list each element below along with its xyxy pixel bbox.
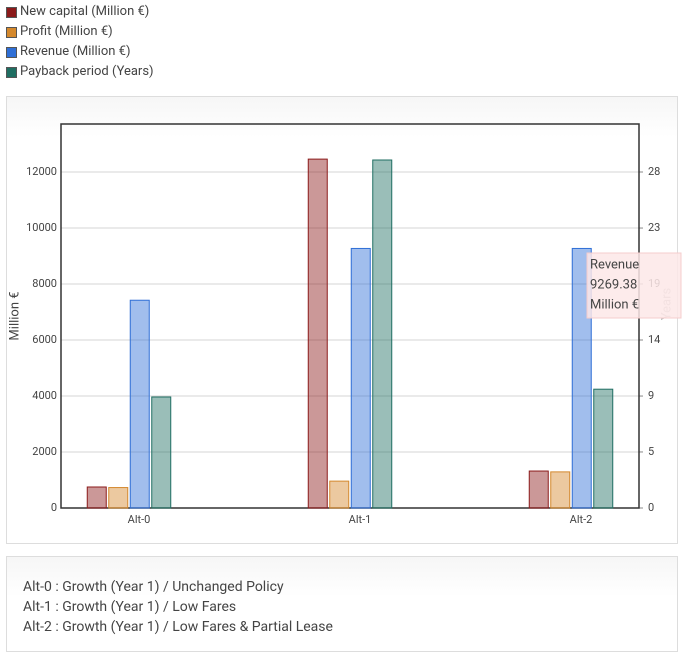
y2-tick-label: 28 [648,165,660,178]
legend-item: Profit (Million €) [6,22,154,42]
y-tick-label: 2000 [32,445,57,458]
y-tick-label: 8000 [32,277,57,290]
bar [350,247,371,509]
y-tick-label: 0 [51,501,57,514]
tooltip-label: Revenue [590,257,639,272]
x-tick-label: Alt-1 [349,513,372,526]
legend-item: New capital (Million €) [6,2,154,22]
notes: Alt-0 : Growth (Year 1) / Unchanged Poli… [6,556,678,652]
x-tick-label: Alt-2 [570,513,593,526]
legend: New capital (Million €) Profit (Million €… [6,2,154,82]
tooltip-value: 9269.38 [590,277,637,292]
y2-tick-label: 23 [648,221,660,234]
bar [528,470,549,509]
bar [151,396,172,509]
bar [307,158,328,509]
legend-swatch [6,46,17,58]
bar [129,299,150,509]
bar [550,471,571,509]
chart-panel [6,96,678,544]
y-tick-label: 12000 [26,165,57,178]
tooltip-unit: Million € [590,297,639,312]
legend-swatch [6,66,17,78]
bar [372,159,393,509]
y2-tick-label: 0 [648,501,654,514]
y-axis-label: Million € [7,291,22,340]
legend-label: Profit (Million €) [20,24,113,39]
bar [329,480,350,509]
y2-tick-label: 14 [648,333,660,346]
bar [86,486,107,509]
note-line: Alt-1 : Growth (Year 1) / Low Fares [23,599,237,615]
legend-label: Payback period (Years) [20,64,154,79]
y-tick-label: 10000 [26,221,57,234]
x-tick-label: Alt-0 [128,513,151,526]
y2-tick-label: 9 [648,389,654,402]
note-line: Alt-2 : Growth (Year 1) / Low Fares & Pa… [23,619,333,635]
legend-swatch [6,26,17,38]
bar [108,487,129,509]
legend-label: Revenue (Million €) [20,44,131,59]
y-tick-label: 4000 [32,389,57,402]
tooltip-box [586,252,682,319]
note-line: Alt-0 : Growth (Year 1) / Unchanged Poli… [23,579,284,595]
bar [593,388,614,509]
y2-tick-label: 5 [648,445,654,458]
legend-item: Revenue (Million €) [6,42,154,62]
tooltip: Revenue 9269.38 Million € [586,252,682,319]
legend-label: New capital (Million €) [20,4,150,19]
legend-swatch [6,6,17,18]
legend-item: Payback period (Years) [6,62,154,82]
y-tick-label: 6000 [32,333,57,346]
